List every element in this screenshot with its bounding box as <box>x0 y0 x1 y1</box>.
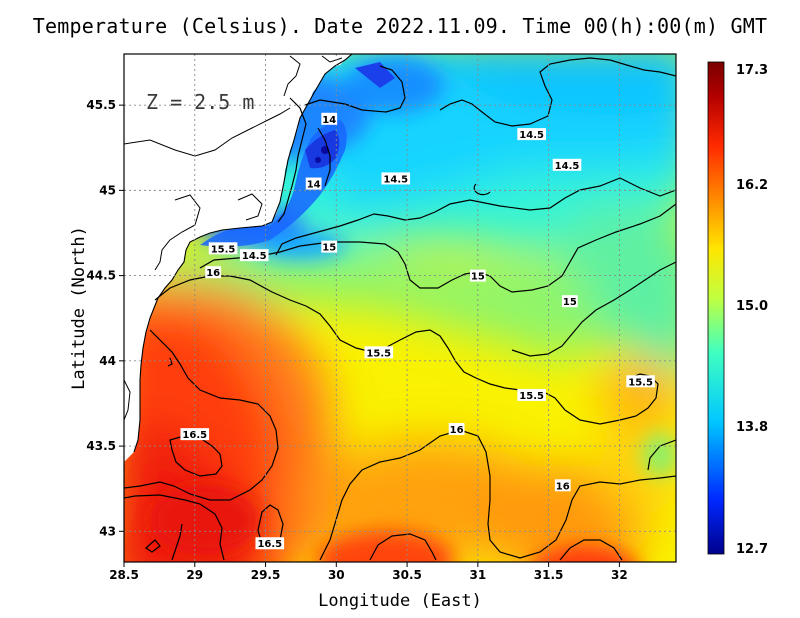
contour-label-bg <box>364 346 394 359</box>
contour-label-bg <box>561 295 578 308</box>
y-tick-label: 45.5 <box>86 98 116 112</box>
contour-label: 16.5 <box>182 430 207 441</box>
contour-lines <box>124 57 676 561</box>
colorbar-tick-1: 15.0 <box>736 299 768 314</box>
colorbar-ramp <box>707 61 725 555</box>
contour-label-bg <box>321 240 338 253</box>
contour-label-bg <box>517 388 546 401</box>
x-tick-label: 29 <box>186 568 203 582</box>
contour-label-bg <box>208 242 238 255</box>
contour-label-bg <box>205 266 222 279</box>
colorbar-tick-2: 13.8 <box>736 420 768 435</box>
contour-label: 14.5 <box>242 251 267 262</box>
x-tick-label: 28.5 <box>109 568 139 582</box>
contour-label: 15.5 <box>519 391 544 402</box>
contour-label: 14.5 <box>383 174 408 185</box>
contour-label-bg <box>626 375 655 388</box>
x-tick-label: 31 <box>469 568 486 582</box>
x-tick-label: 29.5 <box>251 568 281 582</box>
contour-label-bg <box>448 423 465 436</box>
contour-label-bg <box>554 479 571 492</box>
colorbar-min: 12.7 <box>736 542 768 557</box>
colorbar-max: 17.3 <box>736 63 768 78</box>
contour-label-bg <box>180 428 210 441</box>
contour-label: 16 <box>206 268 220 279</box>
contour-label: 15.5 <box>211 244 236 255</box>
y-tick-label: 44.5 <box>86 269 116 283</box>
contour-label: 15 <box>563 297 577 308</box>
contour-label: 15.5 <box>366 348 391 359</box>
contour-label-bg <box>381 172 411 185</box>
contour-label: 14.5 <box>555 161 580 172</box>
contour-label: 16 <box>450 425 464 436</box>
colorbar-tick-0: 16.2 <box>736 178 768 193</box>
contour-label-bg <box>321 112 338 125</box>
contour-label-bg <box>239 249 269 262</box>
colorbar: 17.3 16.2 15.0 13.8 12.7 <box>707 61 768 557</box>
contour-label-bg <box>305 177 322 190</box>
contour-label: 14.5 <box>519 130 544 141</box>
contour-label: 14 <box>307 180 321 191</box>
land-mass <box>124 54 352 462</box>
y-tick-label: 45 <box>99 183 116 197</box>
x-axis-label: Longitude (East) <box>318 591 482 611</box>
contour-label: 15 <box>471 272 485 283</box>
contour-label-bg <box>552 158 582 171</box>
contour-label: 16.5 <box>257 539 282 550</box>
x-tick-label: 32 <box>611 568 628 582</box>
y-tick-label: 43 <box>99 524 116 538</box>
contour-label-bg <box>517 128 546 141</box>
x-tick-label: 30 <box>328 568 345 582</box>
contour-label: 14 <box>322 115 336 126</box>
y-tick-label: 44 <box>99 354 116 368</box>
depth-label: Z = 2.5 m <box>146 90 254 114</box>
x-tick-label: 30.5 <box>392 568 422 582</box>
x-tick-label: 31.5 <box>534 568 564 582</box>
map-title: Temperature (Celsius). Date 2022.11.09. … <box>32 14 768 38</box>
temperature-field <box>124 54 676 562</box>
axis-ticks: 28.5 29 29.5 30 30.5 31 31.5 32 45.5 45 44.5 44 43.5… <box>86 98 627 582</box>
contour-label-bg <box>469 269 486 282</box>
contour-label-bg <box>255 537 285 550</box>
contour-label: 15.5 <box>628 377 653 388</box>
y-tick-label: 43.5 <box>86 439 116 453</box>
y-axis-label: Latitude (North) <box>69 226 89 390</box>
contour-label: 16 <box>556 481 570 492</box>
contour-label: 15 <box>322 243 336 254</box>
plot-frame <box>123 53 677 563</box>
contour-labels: 14 14.5 14.5 14.5 14 15.5 14.5 15 15 15 16 15.5 15.5… <box>180 112 655 550</box>
